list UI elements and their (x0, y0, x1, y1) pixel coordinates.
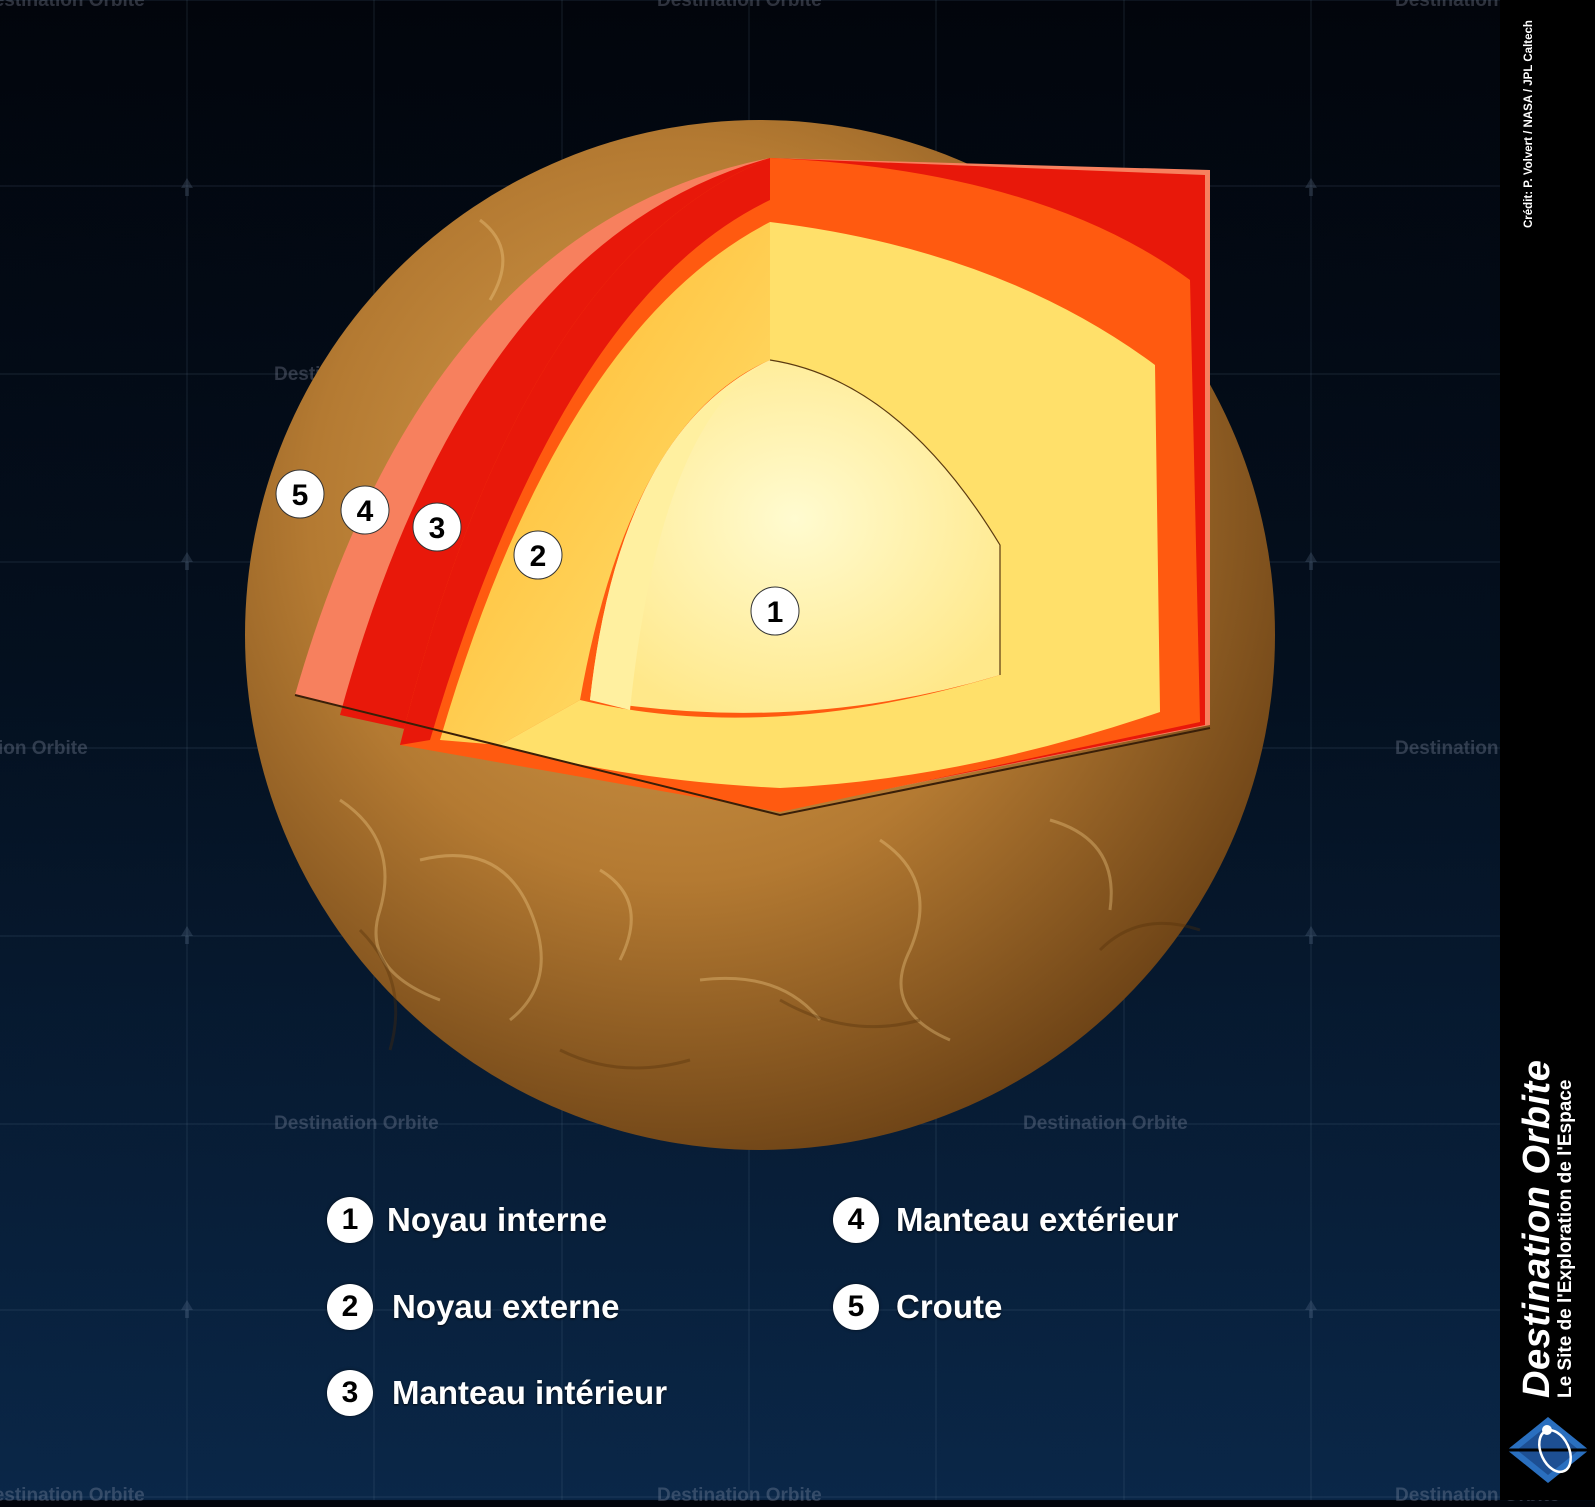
legend-badge: 5 (833, 1284, 879, 1330)
brand-subtitle: Le Site de l'Exploration de l'Espace (1555, 1079, 1576, 1398)
marker-5: 5 (275, 469, 325, 519)
marker-5-label: 5 (292, 479, 309, 512)
marker-2: 2 (513, 530, 563, 580)
marker-3-label: 3 (429, 512, 446, 545)
legend-item-outer-mantle: 4 Manteau extérieur (833, 1196, 1178, 1244)
watermark: Destination Orbite (0, 0, 145, 11)
branding-sidebar (1500, 0, 1595, 1500)
destination-orbite-logo-icon (1507, 1417, 1589, 1483)
legend-label: Noyau interne (387, 1201, 608, 1238)
legend-item-inner-mantle: 3 Manteau intérieur (327, 1369, 667, 1417)
legend-label: Manteau intérieur (392, 1374, 668, 1411)
marker-3: 3 (412, 502, 462, 552)
watermark: Destination Orbite (1023, 1113, 1188, 1134)
watermark: Destination Orbite (0, 738, 88, 759)
brand-title: Destination Orbite (1516, 1059, 1558, 1398)
legend-item-crust: 5 Croute (833, 1283, 1002, 1331)
legend-label: Croute (896, 1288, 1003, 1325)
legend-label: Noyau externe (392, 1288, 620, 1325)
legend-badge: 1 (327, 1197, 373, 1243)
marker-4: 4 (340, 485, 390, 535)
legend-item-outer-core: 2 Noyau externe (327, 1283, 619, 1331)
watermark: Destination Orbite (657, 0, 822, 11)
image-credit: Crédit: P. Volvert / NASA / JPL Caltech (1523, 20, 1535, 228)
legend-badge: 4 (833, 1197, 879, 1243)
legend-badge: 2 (327, 1284, 373, 1330)
legend-label: Manteau extérieur (896, 1201, 1179, 1238)
legend-badge: 3 (327, 1370, 373, 1416)
legend-item-inner-core: 1 Noyau interne (327, 1196, 607, 1244)
marker-2-label: 2 (530, 540, 547, 573)
marker-1-label: 1 (767, 596, 784, 629)
layer-outer-core (440, 222, 770, 745)
marker-4-label: 4 (357, 495, 374, 528)
watermark: Destination Orbite (1395, 0, 1560, 11)
watermark: Destination Orbite (274, 1113, 439, 1134)
venus-cutaway-diagram: 5 4 3 2 1 (245, 120, 1275, 1150)
marker-1: 1 (750, 586, 800, 636)
